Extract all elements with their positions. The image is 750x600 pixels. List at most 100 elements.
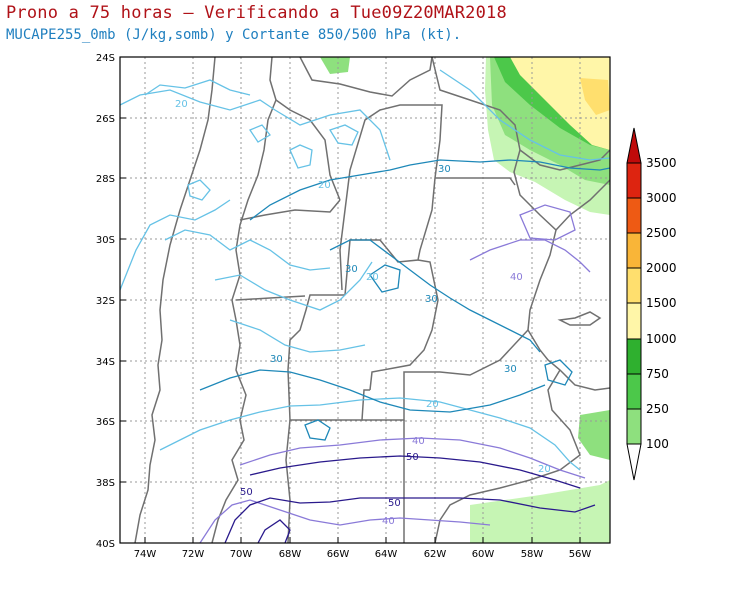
province-line-6 — [362, 329, 529, 421]
province-line-10 — [239, 199, 341, 221]
lon-label: 68W — [279, 549, 302, 560]
contour-50-south — [224, 497, 596, 543]
cape-area-ne-yellow2 — [580, 78, 610, 115]
lat-label: 40S — [96, 539, 115, 550]
chile-coast — [134, 57, 216, 543]
colorbar-bottom-arrow — [626, 443, 642, 481]
peninsula-valdes — [557, 311, 602, 326]
contour-40-south — [239, 437, 586, 479]
chile-argentina-border — [211, 57, 277, 543]
colorbar-label: 2000 — [646, 261, 677, 275]
colorbar-swatch-250 — [626, 408, 642, 445]
colorbar-swatch-750 — [626, 373, 642, 410]
contour-label-20-b: 20 — [318, 180, 331, 191]
colorbar-top-arrow — [626, 127, 642, 164]
contour-label-30-a: 30 — [438, 164, 451, 175]
contour-20-central — [229, 319, 366, 353]
contour-30-east-ring — [544, 359, 573, 386]
contour-label-40-c: 40 — [382, 516, 395, 527]
buenos-aires-coast — [434, 369, 581, 543]
contour-20-north — [120, 89, 391, 161]
contour-20-blob-3 — [187, 179, 211, 201]
contour-30-north — [249, 159, 610, 221]
lat-label: 30S — [96, 235, 115, 246]
province-line-5 — [287, 294, 370, 421]
lat-labels: 24S 26S 28S 30S 32S 34S 36S 38S 40S — [96, 53, 115, 550]
cape-area-south-light — [470, 480, 610, 543]
colorbar-swatch-3500 — [626, 162, 642, 199]
uruguay-border — [555, 179, 610, 231]
lat-label: 28S — [96, 174, 115, 185]
map-grid — [120, 57, 610, 543]
colorbar-swatch-2000 — [626, 267, 642, 304]
contour-label-20-d: 20 — [426, 399, 439, 410]
contour-40-ring — [519, 204, 576, 241]
bolivia-paraguay-border — [299, 57, 433, 97]
contour-40-east — [469, 239, 591, 273]
colorbar-label: 2500 — [646, 226, 677, 240]
province-line-1 — [339, 104, 443, 291]
contour-label-50-c: 50 — [388, 498, 401, 509]
lat-label: 36S — [96, 417, 115, 428]
contour-20-blob-4 — [249, 124, 271, 143]
cape-area-east-light — [578, 410, 610, 460]
lon-label: 70W — [230, 549, 253, 560]
shear-contours — [120, 69, 610, 543]
colorbar-swatch-3000 — [626, 197, 642, 234]
contour-label-40-b: 40 — [412, 436, 425, 447]
contour-50-main — [249, 455, 581, 489]
contour-label-20-c: 20 — [366, 272, 379, 283]
lon-label: 66W — [327, 549, 350, 560]
lat-label: 24S — [96, 53, 115, 64]
contour-label-30-b: 30 — [345, 264, 358, 275]
colorbar-label: 3000 — [646, 191, 677, 205]
contour-label-30-e: 30 — [270, 354, 283, 365]
province-line-3 — [344, 177, 436, 296]
contour-50-west — [257, 519, 291, 543]
lat-label: 26S — [96, 114, 115, 125]
contour-label-20-e: 20 — [538, 464, 551, 475]
contour-label-50-b: 50 — [240, 487, 253, 498]
lon-label: 60W — [472, 549, 495, 560]
colorbar-swatch-1000 — [626, 338, 642, 375]
lat-label: 32S — [96, 296, 115, 307]
colorbar-label: 250 — [646, 402, 669, 416]
province-line-4 — [369, 259, 439, 391]
colorbar-swatch-2500 — [626, 232, 642, 269]
lon-label: 56W — [569, 549, 592, 560]
contour-30-south — [199, 369, 546, 413]
lon-labels: 74W 72W 70W 68W 66W 64W 62W 60W 58W 56W — [134, 549, 592, 560]
contour-label-20-a: 20 — [175, 99, 188, 110]
colorbar-label: 1500 — [646, 296, 677, 310]
contour-20-southeast — [159, 397, 581, 471]
colorbar-labels: 3500 3000 2500 2000 1500 1000 750 250 10… — [646, 156, 677, 451]
contour-20-north-2 — [144, 79, 251, 96]
chart-title: Prono a 75 horas — Verificando a Tue09Z2… — [6, 3, 507, 23]
contour-label-30-d: 30 — [504, 364, 517, 375]
colorbar — [626, 127, 642, 481]
colorbar-label: 3500 — [646, 156, 677, 170]
colorbar-label: 1000 — [646, 332, 677, 346]
lat-label: 34S — [96, 357, 115, 368]
colorbar-label: 750 — [646, 367, 669, 381]
colorbar-swatch-1500 — [626, 302, 642, 340]
lon-label: 58W — [521, 549, 544, 560]
contour-30-ring — [369, 264, 401, 293]
rio-de-la-plata — [527, 329, 610, 391]
province-line-7 — [285, 419, 291, 543]
contour-20-mid — [214, 261, 373, 311]
contour-30-small — [304, 419, 331, 441]
cape-area-north-spot — [320, 57, 350, 74]
contour-label-50-a: 50 — [406, 452, 419, 463]
colorbar-label: 100 — [646, 437, 669, 451]
contour-20-blob-2 — [329, 124, 359, 146]
contour-label-group: 20 20 20 20 20 30 30 30 30 30 40 40 40 5… — [175, 99, 551, 527]
contour-label-30-c: 30 — [425, 294, 438, 305]
lon-label: 62W — [424, 549, 447, 560]
lon-label: 64W — [375, 549, 398, 560]
contour-20-ne — [439, 69, 610, 161]
lon-label: 72W — [182, 549, 205, 560]
map-ticks — [120, 56, 581, 544]
chart-subtitle: MUCAPE255_0mb (J/kg,somb) y Cortante 850… — [6, 27, 462, 43]
